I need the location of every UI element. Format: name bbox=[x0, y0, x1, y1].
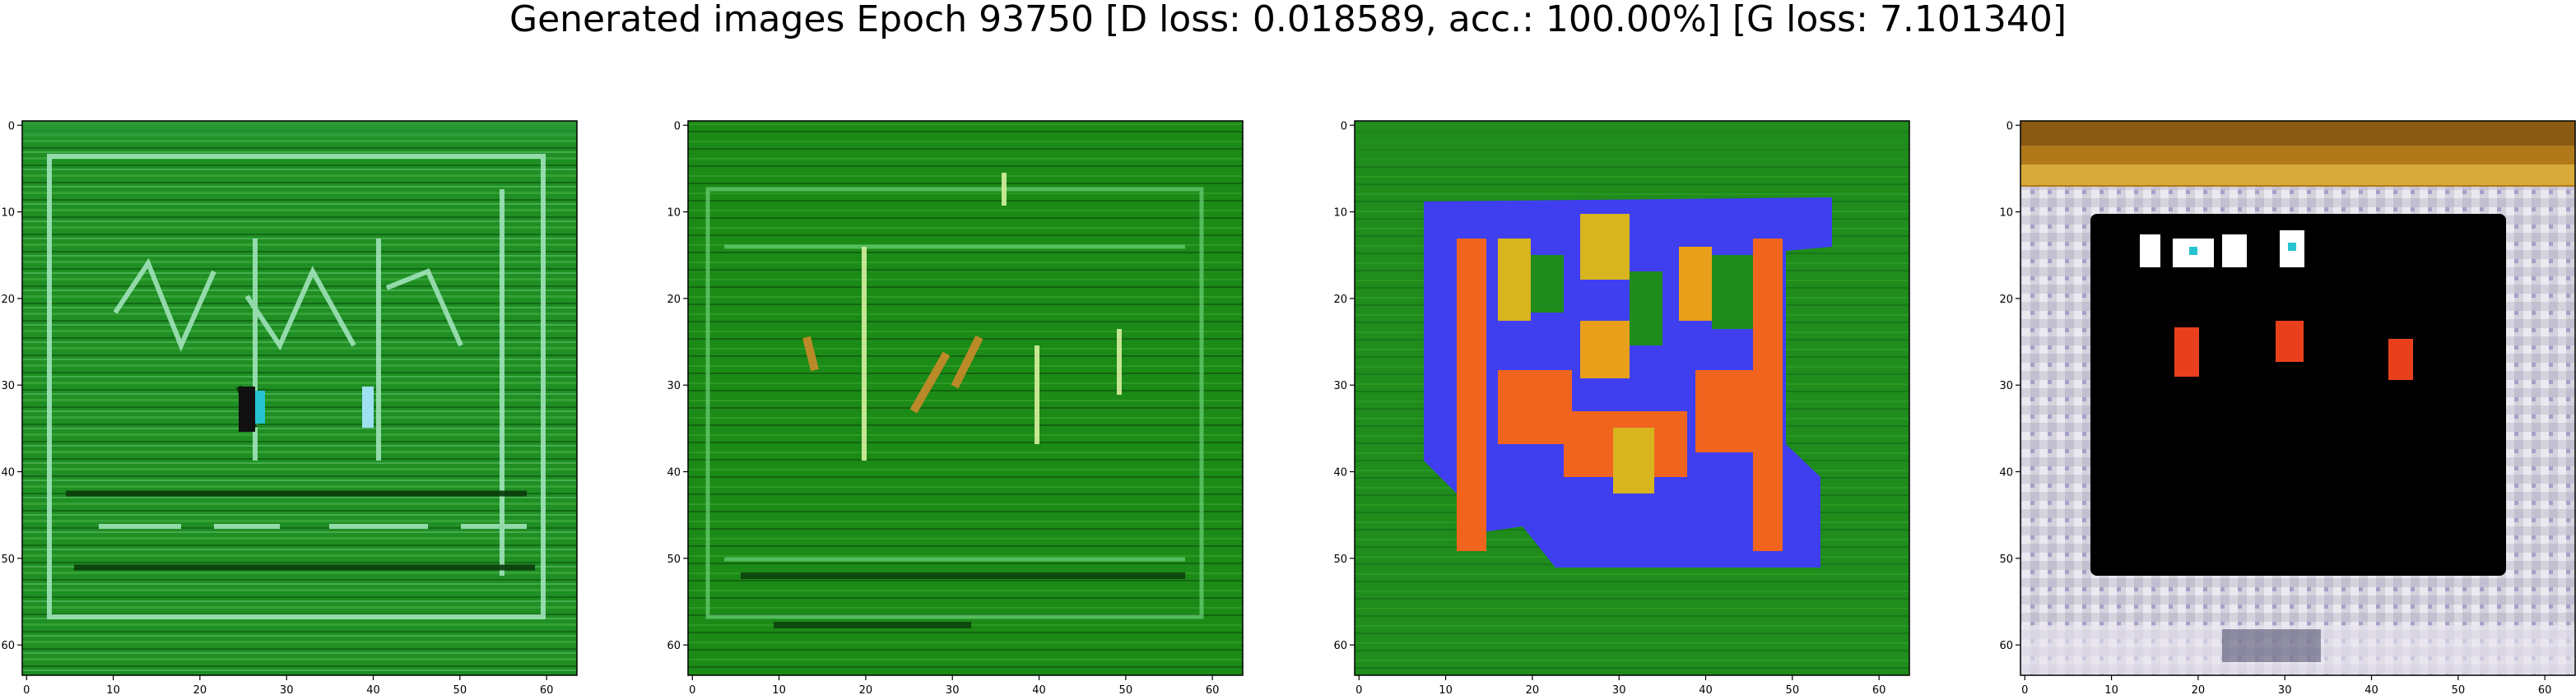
y-tick-label: 10 bbox=[667, 207, 681, 220]
y-tick-label: 20 bbox=[667, 294, 681, 306]
x-tick-label: 60 bbox=[540, 684, 554, 695]
panel-1-texture bbox=[47, 154, 546, 619]
y-tick-label: 0 bbox=[8, 120, 15, 132]
panel-1 bbox=[22, 121, 577, 675]
panel-2-frame bbox=[687, 120, 1244, 676]
panel-2-axes: 0 10 20 30 40 50 60 0 10 20 30 40 50 60 bbox=[667, 120, 1244, 695]
y-tick-label: 50 bbox=[1999, 554, 2013, 566]
x-tick-label: 10 bbox=[1439, 684, 1453, 695]
y-tick-label: 40 bbox=[1999, 467, 2013, 480]
x-tick-label: 40 bbox=[2364, 684, 2378, 695]
x-tick-label: 50 bbox=[1786, 684, 1800, 695]
x-tick-label: 30 bbox=[280, 684, 294, 695]
x-tick-label: 30 bbox=[2278, 684, 2292, 695]
y-tick-label: 20 bbox=[1, 294, 15, 306]
x-tick-label: 10 bbox=[772, 684, 786, 695]
x-tick-label: 50 bbox=[1119, 684, 1133, 695]
y-tick-label: 0 bbox=[1341, 120, 1347, 132]
x-tick-label: 50 bbox=[453, 684, 467, 695]
x-tick-label: 30 bbox=[1612, 684, 1626, 695]
y-tick-label: 60 bbox=[1, 640, 15, 652]
panel-3-axes: 0 10 20 30 40 50 60 0 10 20 30 40 50 60 bbox=[1333, 120, 1910, 695]
x-tick-label: 60 bbox=[1206, 684, 1220, 695]
x-tick-label: 0 bbox=[1355, 684, 1362, 695]
y-tick-label: 20 bbox=[1999, 294, 2013, 306]
x-tick-label: 20 bbox=[859, 684, 873, 695]
x-tick-label: 40 bbox=[1699, 684, 1713, 695]
panel-3 bbox=[1355, 121, 1909, 675]
y-tick-label: 20 bbox=[1333, 294, 1347, 306]
y-tick-label: 30 bbox=[1333, 380, 1347, 392]
y-tick-label: 0 bbox=[2006, 120, 2013, 132]
y-tick-label: 30 bbox=[1, 380, 15, 392]
y-tick-label: 50 bbox=[1333, 554, 1347, 566]
x-tick-label: 10 bbox=[2104, 684, 2118, 695]
panel-1-axes: 0 10 20 30 40 50 60 0 10 20 30 40 50 60 bbox=[1, 120, 578, 695]
x-tick-label: 50 bbox=[2452, 684, 2466, 695]
y-tick-label: 30 bbox=[667, 380, 681, 392]
panel-1-frame bbox=[21, 120, 578, 676]
y-tick-label: 60 bbox=[667, 640, 681, 652]
x-tick-label: 0 bbox=[2021, 684, 2028, 695]
y-tick-label: 40 bbox=[1333, 467, 1347, 480]
y-tick-label: 50 bbox=[1, 554, 15, 566]
panel-2 bbox=[688, 121, 1243, 675]
figure-suptitle: Generated images Epoch 93750 [D loss: 0.… bbox=[509, 0, 2067, 40]
y-tick-label: 40 bbox=[1, 467, 15, 480]
x-tick-label: 30 bbox=[946, 684, 960, 695]
panel-3-orange-bars bbox=[1457, 214, 1783, 551]
y-tick-label: 10 bbox=[1999, 207, 2013, 220]
x-tick-label: 10 bbox=[106, 684, 120, 695]
x-tick-label: 40 bbox=[1032, 684, 1046, 695]
panel-2-image bbox=[688, 121, 1243, 675]
x-tick-label: 0 bbox=[689, 684, 695, 695]
y-tick-label: 0 bbox=[674, 120, 681, 132]
panel-4-screen bbox=[2090, 214, 2506, 576]
x-tick-label: 60 bbox=[2538, 684, 2552, 695]
y-tick-label: 10 bbox=[1, 207, 15, 220]
panel-3-frame bbox=[1354, 120, 1910, 676]
y-tick-label: 30 bbox=[1999, 380, 2013, 392]
panel-4-red-shapes bbox=[2174, 321, 2413, 380]
y-tick-label: 60 bbox=[1333, 640, 1347, 652]
x-tick-label: 20 bbox=[2192, 684, 2206, 695]
x-tick-label: 60 bbox=[1872, 684, 1886, 695]
x-tick-label: 40 bbox=[366, 684, 380, 695]
panel-1-image bbox=[22, 121, 577, 675]
panel-4-frame bbox=[2020, 120, 2576, 676]
y-tick-label: 50 bbox=[667, 554, 681, 566]
y-tick-label: 60 bbox=[1999, 640, 2013, 652]
panel-4 bbox=[2020, 121, 2575, 675]
panel-4-axes: 0 10 20 30 40 50 60 0 10 20 30 40 50 60 bbox=[1999, 120, 2576, 695]
x-tick-label: 20 bbox=[193, 684, 207, 695]
x-tick-label: 20 bbox=[1526, 684, 1540, 695]
y-tick-label: 10 bbox=[1333, 207, 1347, 220]
x-tick-label: 0 bbox=[23, 684, 30, 695]
y-tick-label: 40 bbox=[667, 467, 681, 480]
